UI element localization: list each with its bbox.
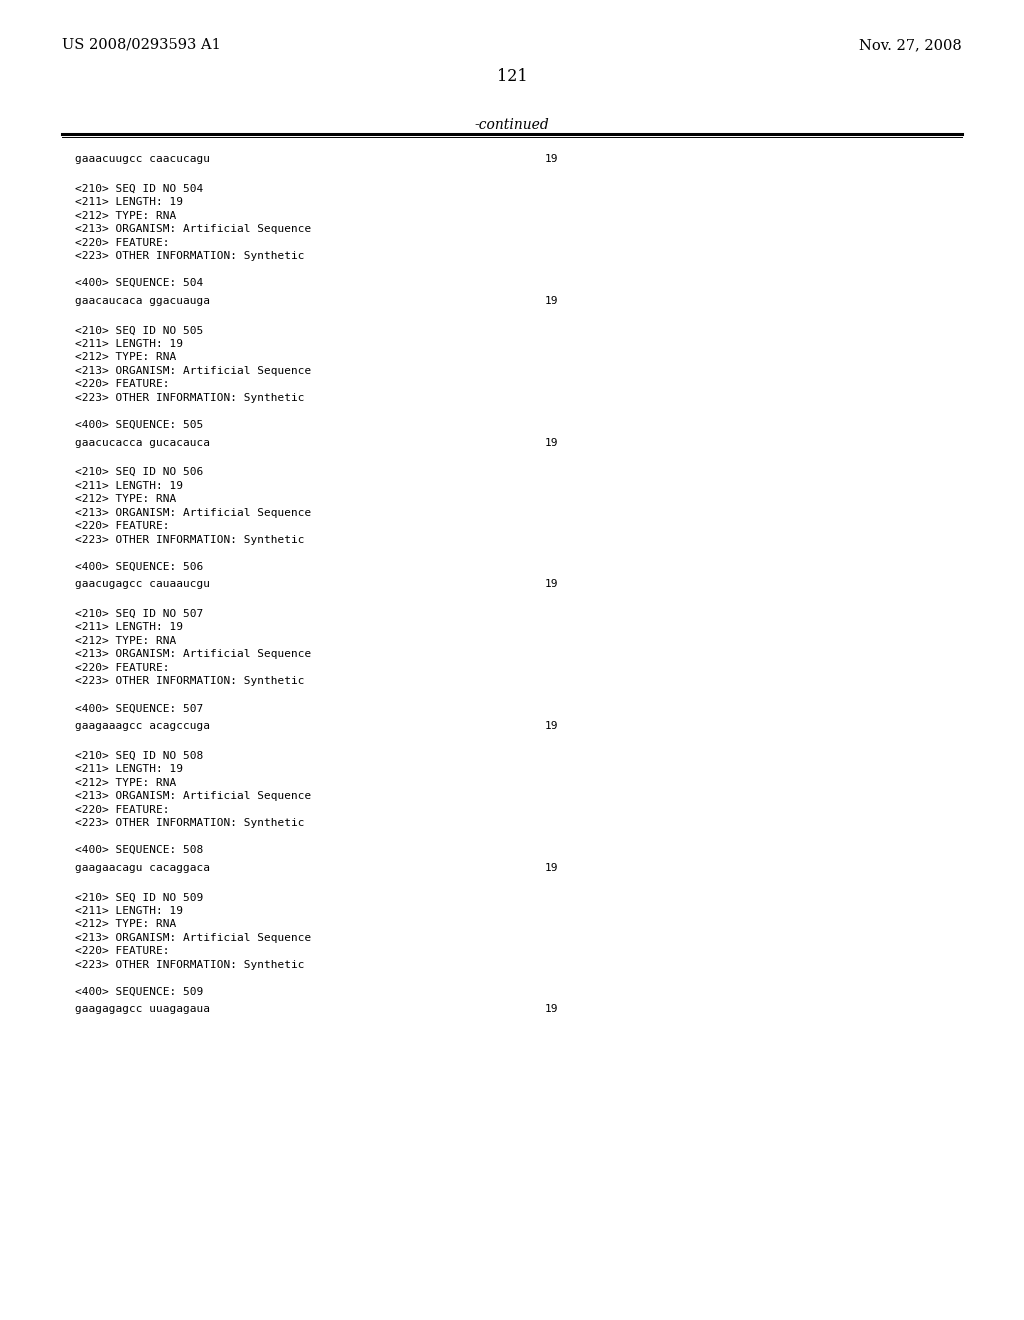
- Text: <213> ORGANISM: Artificial Sequence: <213> ORGANISM: Artificial Sequence: [75, 508, 311, 517]
- Text: <220> FEATURE:: <220> FEATURE:: [75, 805, 170, 814]
- Text: gaacucacca gucacauca: gaacucacca gucacauca: [75, 437, 210, 447]
- Text: <220> FEATURE:: <220> FEATURE:: [75, 521, 170, 531]
- Text: <400> SEQUENCE: 506: <400> SEQUENCE: 506: [75, 562, 203, 572]
- Text: <213> ORGANISM: Artificial Sequence: <213> ORGANISM: Artificial Sequence: [75, 933, 311, 942]
- Text: <212> TYPE: RNA: <212> TYPE: RNA: [75, 494, 176, 504]
- Text: <212> TYPE: RNA: <212> TYPE: RNA: [75, 352, 176, 363]
- Text: <223> OTHER INFORMATION: Synthetic: <223> OTHER INFORMATION: Synthetic: [75, 676, 304, 686]
- Text: 19: 19: [545, 579, 558, 589]
- Text: 19: 19: [545, 437, 558, 447]
- Text: <212> TYPE: RNA: <212> TYPE: RNA: [75, 777, 176, 788]
- Text: 121: 121: [497, 69, 527, 84]
- Text: 19: 19: [545, 721, 558, 731]
- Text: <210> SEQ ID NO 508: <210> SEQ ID NO 508: [75, 751, 203, 760]
- Text: <210> SEQ ID NO 505: <210> SEQ ID NO 505: [75, 326, 203, 335]
- Text: <223> OTHER INFORMATION: Synthetic: <223> OTHER INFORMATION: Synthetic: [75, 818, 304, 828]
- Text: gaacugagcc cauaaucgu: gaacugagcc cauaaucgu: [75, 579, 210, 589]
- Text: <213> ORGANISM: Artificial Sequence: <213> ORGANISM: Artificial Sequence: [75, 649, 311, 660]
- Text: 19: 19: [545, 154, 558, 164]
- Text: <223> OTHER INFORMATION: Synthetic: <223> OTHER INFORMATION: Synthetic: [75, 535, 304, 545]
- Text: <400> SEQUENCE: 507: <400> SEQUENCE: 507: [75, 704, 203, 713]
- Text: <223> OTHER INFORMATION: Synthetic: <223> OTHER INFORMATION: Synthetic: [75, 393, 304, 403]
- Text: 19: 19: [545, 1005, 558, 1015]
- Text: <211> LENGTH: 19: <211> LENGTH: 19: [75, 197, 183, 207]
- Text: <211> LENGTH: 19: <211> LENGTH: 19: [75, 339, 183, 348]
- Text: <213> ORGANISM: Artificial Sequence: <213> ORGANISM: Artificial Sequence: [75, 791, 311, 801]
- Text: <211> LENGTH: 19: <211> LENGTH: 19: [75, 764, 183, 775]
- Text: <400> SEQUENCE: 505: <400> SEQUENCE: 505: [75, 420, 203, 430]
- Text: <211> LENGTH: 19: <211> LENGTH: 19: [75, 480, 183, 491]
- Text: -continued: -continued: [475, 117, 549, 132]
- Text: <213> ORGANISM: Artificial Sequence: <213> ORGANISM: Artificial Sequence: [75, 366, 311, 376]
- Text: <210> SEQ ID NO 509: <210> SEQ ID NO 509: [75, 892, 203, 903]
- Text: <212> TYPE: RNA: <212> TYPE: RNA: [75, 211, 176, 220]
- Text: gaagagagcc uuagagaua: gaagagagcc uuagagaua: [75, 1005, 210, 1015]
- Text: 19: 19: [545, 863, 558, 873]
- Text: <220> FEATURE:: <220> FEATURE:: [75, 663, 170, 673]
- Text: <400> SEQUENCE: 508: <400> SEQUENCE: 508: [75, 845, 203, 855]
- Text: gaaacuugcc caacucagu: gaaacuugcc caacucagu: [75, 154, 210, 164]
- Text: <210> SEQ ID NO 506: <210> SEQ ID NO 506: [75, 467, 203, 478]
- Text: gaacaucaca ggacuauga: gaacaucaca ggacuauga: [75, 296, 210, 306]
- Text: 19: 19: [545, 296, 558, 306]
- Text: <213> ORGANISM: Artificial Sequence: <213> ORGANISM: Artificial Sequence: [75, 224, 311, 234]
- Text: <220> FEATURE:: <220> FEATURE:: [75, 379, 170, 389]
- Text: <223> OTHER INFORMATION: Synthetic: <223> OTHER INFORMATION: Synthetic: [75, 251, 304, 261]
- Text: <223> OTHER INFORMATION: Synthetic: <223> OTHER INFORMATION: Synthetic: [75, 960, 304, 970]
- Text: <220> FEATURE:: <220> FEATURE:: [75, 946, 170, 957]
- Text: <400> SEQUENCE: 504: <400> SEQUENCE: 504: [75, 279, 203, 288]
- Text: <211> LENGTH: 19: <211> LENGTH: 19: [75, 623, 183, 632]
- Text: <210> SEQ ID NO 507: <210> SEQ ID NO 507: [75, 609, 203, 619]
- Text: <212> TYPE: RNA: <212> TYPE: RNA: [75, 920, 176, 929]
- Text: <400> SEQUENCE: 509: <400> SEQUENCE: 509: [75, 987, 203, 997]
- Text: Nov. 27, 2008: Nov. 27, 2008: [859, 38, 962, 51]
- Text: <212> TYPE: RNA: <212> TYPE: RNA: [75, 636, 176, 645]
- Text: gaagaacagu cacaggaca: gaagaacagu cacaggaca: [75, 863, 210, 873]
- Text: <220> FEATURE:: <220> FEATURE:: [75, 238, 170, 248]
- Text: <210> SEQ ID NO 504: <210> SEQ ID NO 504: [75, 183, 203, 194]
- Text: US 2008/0293593 A1: US 2008/0293593 A1: [62, 38, 221, 51]
- Text: gaagaaagcc acagccuga: gaagaaagcc acagccuga: [75, 721, 210, 731]
- Text: <211> LENGTH: 19: <211> LENGTH: 19: [75, 906, 183, 916]
